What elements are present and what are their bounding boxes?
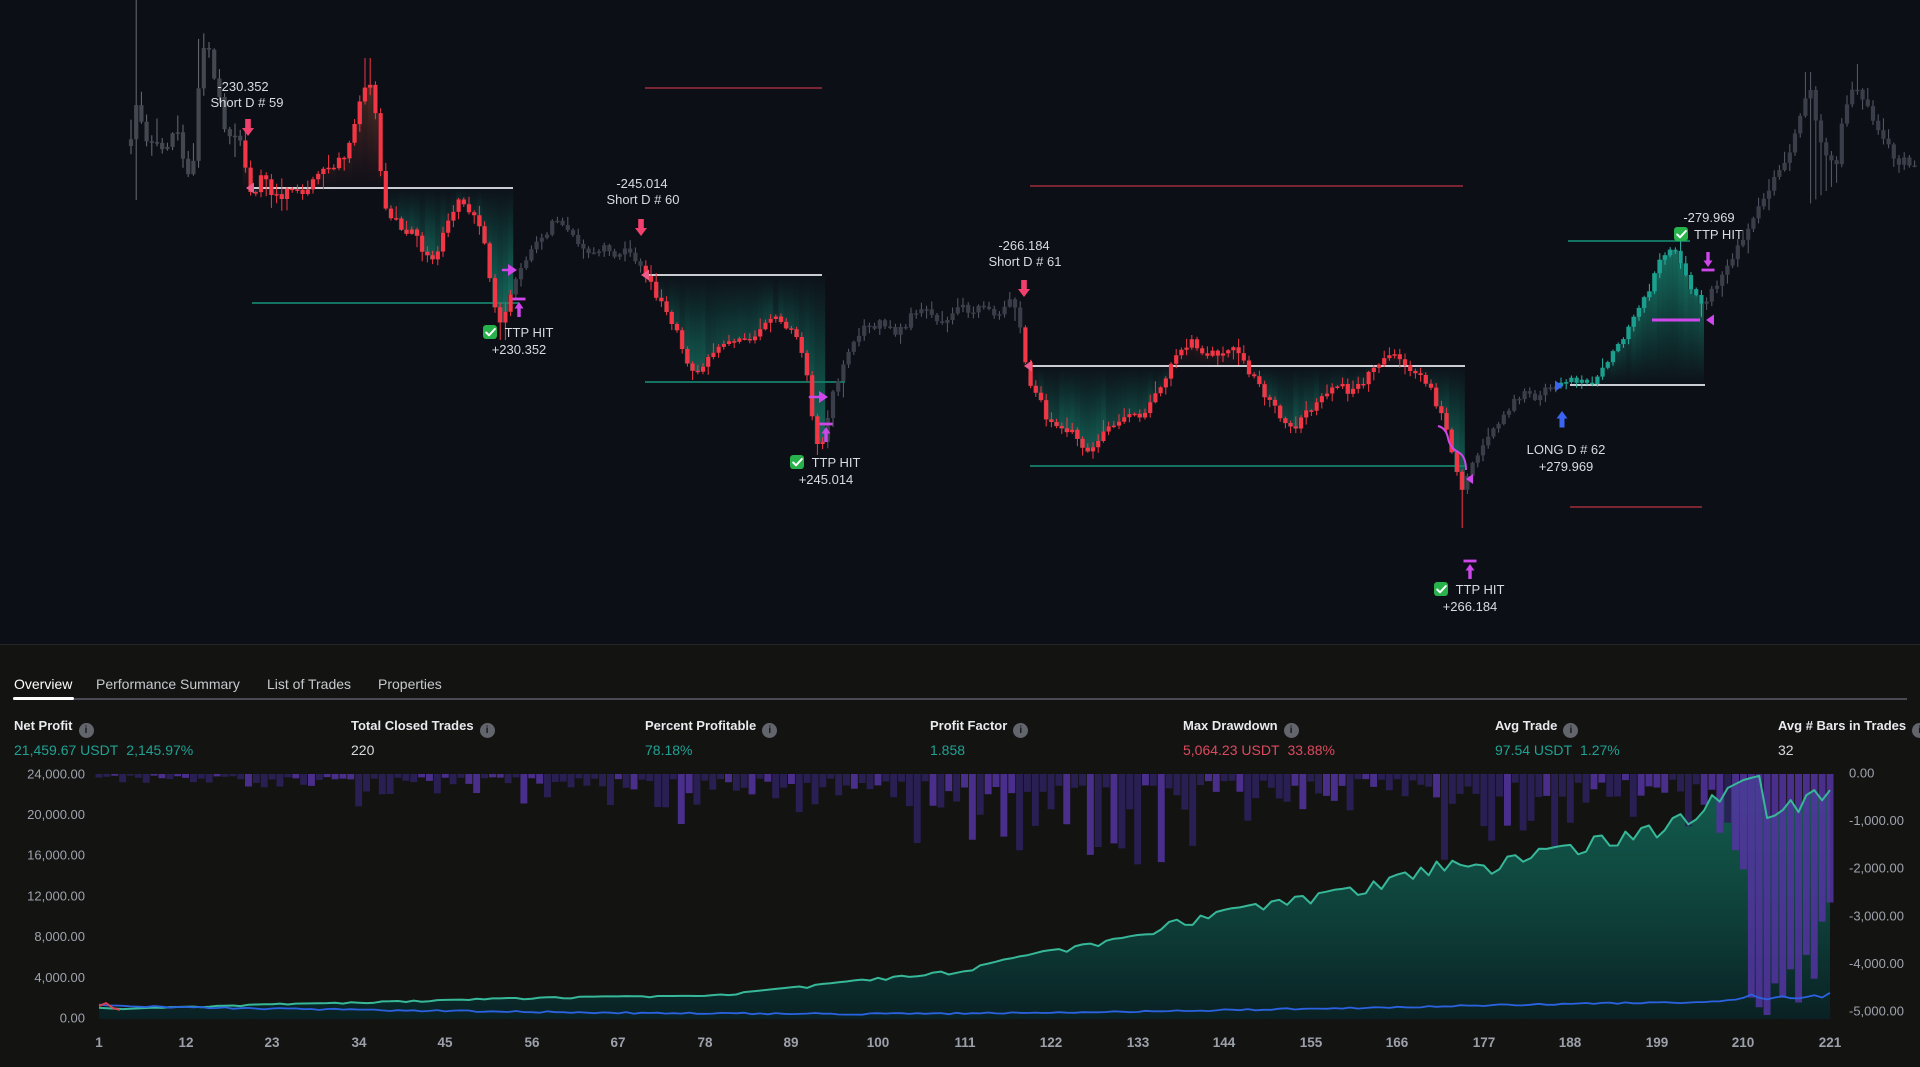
svg-text:-2,000.00: -2,000.00 — [1849, 861, 1904, 876]
svg-text:12: 12 — [178, 1035, 193, 1050]
svg-text:Short D # 61: Short D # 61 — [989, 254, 1062, 269]
svg-text:+230.352: +230.352 — [492, 342, 547, 357]
svg-text:89: 89 — [783, 1035, 798, 1050]
svg-text:Short D # 59: Short D # 59 — [211, 95, 284, 110]
svg-text:TTP HIT: TTP HIT — [812, 455, 861, 470]
svg-text:34: 34 — [351, 1035, 367, 1050]
svg-text:122: 122 — [1040, 1035, 1063, 1050]
svg-text:24,000.00: 24,000.00 — [27, 766, 85, 781]
svg-text:8,000.00: 8,000.00 — [34, 929, 85, 944]
svg-text:56: 56 — [524, 1035, 540, 1050]
svg-text:111: 111 — [954, 1035, 976, 1050]
svg-text:45: 45 — [437, 1035, 453, 1050]
svg-text:210: 210 — [1732, 1035, 1755, 1050]
svg-text:+279.969: +279.969 — [1539, 459, 1594, 474]
svg-text:155: 155 — [1300, 1035, 1323, 1050]
svg-text:23: 23 — [264, 1035, 280, 1050]
svg-text:16,000.00: 16,000.00 — [27, 848, 85, 863]
svg-text:0.00: 0.00 — [1849, 766, 1874, 781]
svg-text:-279.969: -279.969 — [1683, 210, 1734, 225]
svg-text:67: 67 — [610, 1035, 625, 1050]
svg-text:20,000.00: 20,000.00 — [27, 807, 85, 822]
svg-text:TTP HIT: TTP HIT — [505, 325, 554, 340]
svg-text:0.00: 0.00 — [60, 1011, 85, 1026]
svg-text:177: 177 — [1473, 1035, 1496, 1050]
svg-text:-5,000.00: -5,000.00 — [1849, 1004, 1904, 1019]
svg-text:-245.014: -245.014 — [616, 176, 667, 191]
svg-text:-4,000.00: -4,000.00 — [1849, 956, 1904, 971]
svg-text:-3,000.00: -3,000.00 — [1849, 908, 1904, 923]
svg-text:78: 78 — [697, 1035, 713, 1050]
svg-text:-266.184: -266.184 — [998, 238, 1049, 253]
svg-text:100: 100 — [867, 1035, 890, 1050]
svg-text:1: 1 — [95, 1035, 103, 1050]
svg-text:TTP HIT: TTP HIT — [1456, 582, 1505, 597]
svg-text:-230.352: -230.352 — [217, 79, 268, 94]
svg-text:166: 166 — [1386, 1035, 1409, 1050]
svg-text:+245.014: +245.014 — [799, 472, 854, 487]
svg-text:144: 144 — [1213, 1035, 1236, 1050]
svg-text:188: 188 — [1559, 1035, 1582, 1050]
svg-text:-1,000.00: -1,000.00 — [1849, 813, 1904, 828]
svg-text:4,000.00: 4,000.00 — [34, 970, 85, 985]
svg-text:Short D # 60: Short D # 60 — [607, 192, 680, 207]
svg-text:+266.184: +266.184 — [1443, 599, 1498, 614]
svg-text:TTP HIT: TTP HIT — [1694, 227, 1743, 242]
svg-text:221: 221 — [1819, 1035, 1842, 1050]
svg-text:12,000.00: 12,000.00 — [27, 888, 85, 903]
svg-text:133: 133 — [1127, 1035, 1150, 1050]
svg-text:199: 199 — [1646, 1035, 1669, 1050]
svg-text:LONG D # 62: LONG D # 62 — [1527, 442, 1606, 457]
